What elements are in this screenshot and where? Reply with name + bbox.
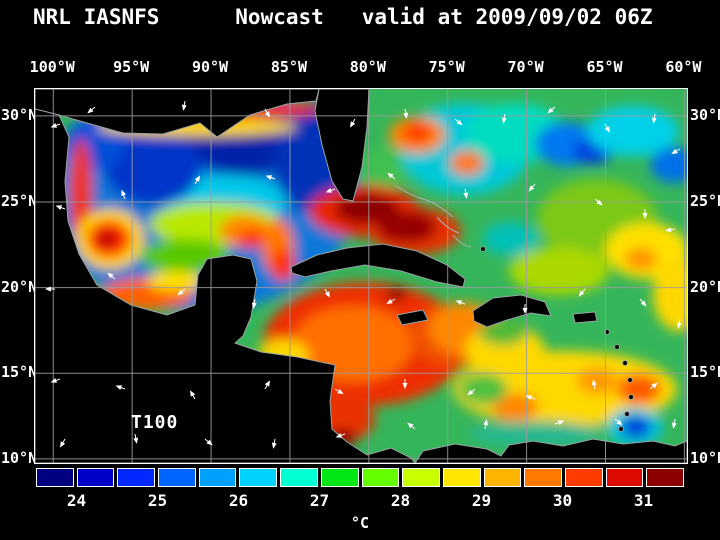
colorbar-segment <box>605 468 644 487</box>
lon-tick-label: 65°W <box>586 58 623 76</box>
lat-tick-label: 25°N <box>690 191 720 210</box>
colorbar-segment <box>483 468 522 487</box>
lat-tick-label: 15°N <box>690 363 720 382</box>
lat-tick-label: 30°N <box>1 105 38 124</box>
colorbar-tick-label: 24 <box>66 491 87 510</box>
colorbar-segment <box>442 468 481 487</box>
lon-tick-label: 70°W <box>507 58 544 76</box>
lon-tick-label: 95°W <box>113 58 150 76</box>
colorbar-unit-label: °C <box>350 514 370 532</box>
colorbar-segment <box>646 468 684 487</box>
colorbar-segment <box>36 468 74 487</box>
sst-field-map <box>35 89 687 463</box>
colorbar-tick-label: 27 <box>309 491 330 510</box>
lat-tick-label: 30°N <box>690 105 720 124</box>
lon-tick-label: 75°W <box>428 58 465 76</box>
land-mask <box>35 89 687 463</box>
lon-tick-label: 80°W <box>349 58 386 76</box>
lat-tick-label: 20°N <box>1 277 38 296</box>
colorbar <box>36 468 684 487</box>
colorbar-segment <box>280 468 318 487</box>
colorbar-segment <box>402 468 440 487</box>
colorbar-tick-label: 26 <box>228 491 249 510</box>
lon-tick-label: 85°W <box>270 58 307 76</box>
colorbar-tick-label: 28 <box>390 491 411 510</box>
figure-title: NRL IASNFS Nowcast valid at 2009/09/02 0… <box>33 5 653 29</box>
lat-tick-label: 10°N <box>690 448 720 467</box>
graticule <box>35 89 687 463</box>
colorbar-tick-label: 30 <box>552 491 573 510</box>
colorbar-segment <box>239 468 278 487</box>
lat-tick-label: 10°N <box>1 448 38 467</box>
lon-tick-label: 60°W <box>665 58 702 76</box>
colorbar-segment <box>117 468 156 487</box>
lat-tick-label: 25°N <box>1 191 38 210</box>
colorbar-segment <box>564 468 603 487</box>
lat-tick-label: 15°N <box>1 363 38 382</box>
lat-tick-label: 20°N <box>690 277 720 296</box>
colorbar-segment <box>158 468 196 487</box>
lon-tick-label: 100°W <box>29 58 75 76</box>
field-variable-label: T100 <box>131 412 179 433</box>
colorbar-segment <box>524 468 562 487</box>
colorbar-segment <box>361 468 400 487</box>
colorbar-tick-label: 29 <box>471 491 492 510</box>
colorbar-tick-label: 31 <box>633 491 654 510</box>
colorbar-segment <box>76 468 115 487</box>
map-plot-area: T100 <box>34 88 688 464</box>
sst-field-blobs <box>42 89 687 447</box>
colorbar-segment <box>320 468 359 487</box>
current-vector-arrows <box>45 100 682 449</box>
colorbar-segment <box>198 468 237 487</box>
colorbar-tick-label: 25 <box>147 491 168 510</box>
lon-tick-label: 90°W <box>191 58 229 76</box>
